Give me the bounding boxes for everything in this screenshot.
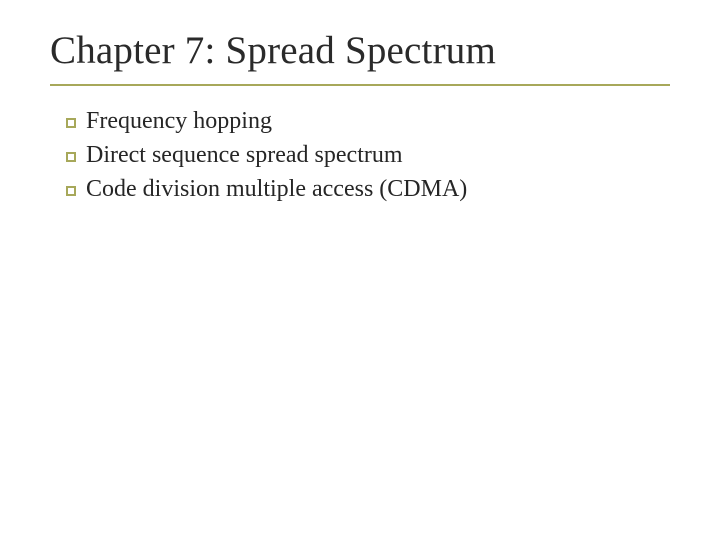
title-underline [50, 84, 670, 86]
bullet-text: Frequency hopping [86, 106, 272, 136]
slide-title: Chapter 7: Spread Spectrum [50, 28, 670, 82]
square-bullet-icon [66, 115, 76, 133]
list-item: Code division multiple access (CDMA) [66, 174, 670, 204]
slide: Chapter 7: Spread Spectrum Frequency hop… [0, 0, 720, 540]
square-bullet-icon [66, 149, 76, 167]
list-item: Direct sequence spread spectrum [66, 140, 670, 170]
list-item: Frequency hopping [66, 106, 670, 136]
bullet-text: Code division multiple access (CDMA) [86, 174, 467, 204]
square-bullet-icon [66, 183, 76, 201]
bullet-text: Direct sequence spread spectrum [86, 140, 403, 170]
bullet-list: Frequency hopping Direct sequence spread… [50, 106, 670, 204]
